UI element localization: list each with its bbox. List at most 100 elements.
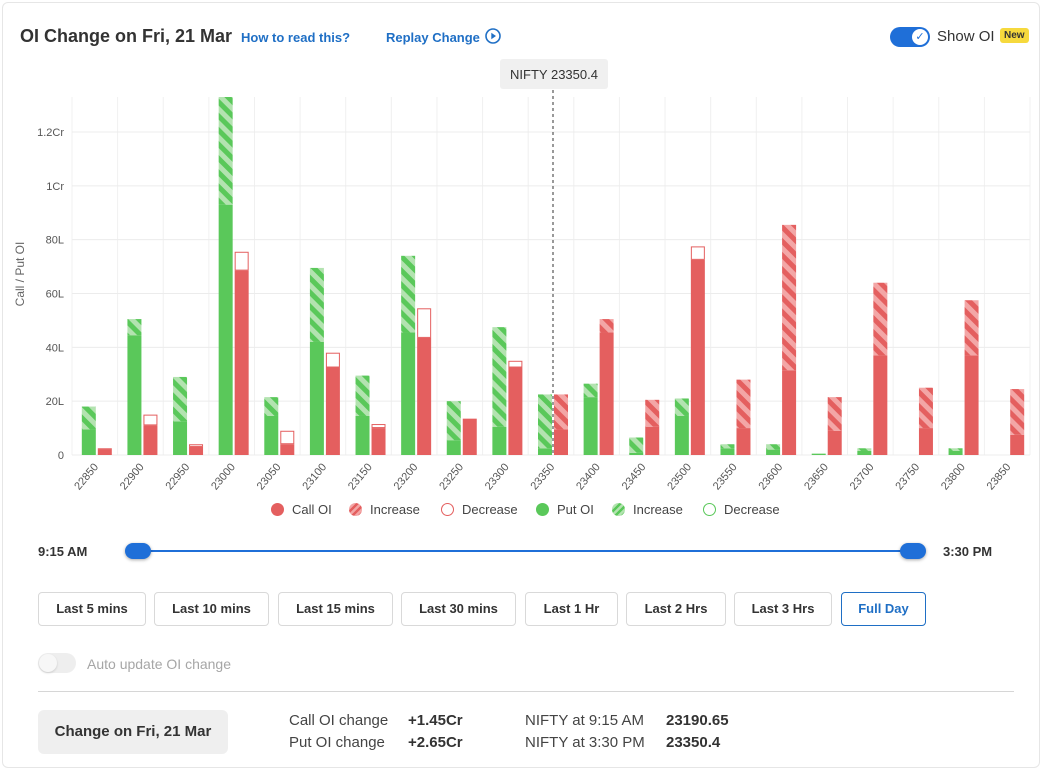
legend-swatch-put-increase — [612, 503, 625, 516]
call-oi-decrease-bar — [325, 352, 340, 368]
range-button-full-day[interactable]: Full Day — [841, 592, 926, 626]
x-tick-label: 22950 — [163, 461, 192, 492]
call-oi-bar — [97, 449, 112, 455]
put-oi-change-label: Put OI change — [289, 734, 385, 751]
y-tick-label: 1Cr — [46, 181, 64, 193]
legend-item-put-decrease: Decrease — [703, 502, 780, 517]
auto-update-label: Auto update OI change — [87, 656, 231, 672]
call-oi-decrease-bar — [97, 448, 112, 450]
x-tick-label: 23200 — [392, 461, 421, 492]
call-oi-bar — [554, 429, 568, 455]
x-tick-label: 23100 — [300, 461, 329, 492]
call-oi-decrease-bar — [234, 251, 249, 271]
call-oi-bar — [234, 270, 249, 455]
put-oi-increase-bar — [948, 448, 963, 451]
call-oi-increase-bar — [918, 387, 933, 429]
change-date-button[interactable]: Change on Fri, 21 Mar — [38, 710, 228, 754]
range-button-last-3-hrs[interactable]: Last 3 Hrs — [734, 592, 832, 626]
range-button-last-5-mins[interactable]: Last 5 mins — [38, 592, 146, 626]
put-oi-increase-bar — [538, 394, 552, 449]
put-oi-increase-bar — [401, 255, 416, 333]
replay-change-link[interactable]: Replay Change — [386, 30, 480, 45]
put-oi-bar — [355, 415, 370, 455]
y-tick-label: 0 — [58, 450, 64, 462]
put-oi-bar — [857, 450, 872, 455]
call-oi-bar — [736, 428, 751, 455]
call-oi-decrease-bar — [143, 414, 158, 426]
x-tick-label: 23800 — [939, 461, 968, 492]
x-tick-label: 23050 — [255, 461, 284, 492]
put-oi-bar — [538, 448, 552, 455]
time-slider-track[interactable] — [138, 550, 913, 552]
put-oi-bar — [948, 450, 963, 455]
legend-label: Put OI — [557, 502, 594, 517]
auto-update-toggle[interactable] — [38, 653, 76, 673]
page-title: OI Change on Fri, 21 Mar — [20, 26, 233, 46]
range-button-last-15-mins[interactable]: Last 15 mins — [278, 592, 393, 626]
put-oi-bar — [127, 335, 142, 455]
oi-change-chart: 0 20L 40L 60L 80L 1Cr 1.2Cr 22850 22900 22950 2300… — [13, 59, 1031, 492]
end-time-label: 3:30 PM — [943, 544, 993, 559]
call-oi-bar — [143, 425, 158, 455]
call-oi-increase-bar — [554, 394, 568, 430]
put-oi-bar — [218, 204, 233, 455]
x-tick-label: 23250 — [437, 461, 466, 492]
legend-swatch-call-oi — [271, 503, 284, 516]
call-oi-bar — [827, 430, 842, 455]
call-oi-bar — [690, 259, 705, 455]
how-to-read-link[interactable]: How to read this? — [241, 30, 351, 45]
x-tick-label: 23650 — [802, 461, 831, 492]
call-oi-bar — [599, 332, 614, 455]
call-oi-decrease-bar — [690, 246, 705, 260]
legend-swatch-call-decrease — [441, 503, 454, 516]
call-oi-increase-bar — [645, 399, 660, 427]
legend-item-call-increase: Increase — [349, 502, 420, 517]
put-oi-bar — [264, 415, 279, 455]
x-tick-label: 23500 — [665, 461, 694, 492]
put-oi-increase-bar — [218, 97, 233, 205]
call-oi-increase-bar — [1010, 389, 1025, 435]
call-oi-bar — [964, 355, 979, 455]
put-oi-bar — [173, 421, 188, 455]
time-slider-end-handle[interactable] — [900, 543, 926, 559]
time-slider-start-handle[interactable] — [125, 543, 151, 559]
call-oi-increase-bar — [827, 397, 842, 431]
new-badge: New — [1000, 28, 1029, 43]
start-time-label: 9:15 AM — [38, 544, 88, 559]
spot-marker-label: NIFTY 23350.4 — [510, 67, 598, 82]
nifty-end-label: NIFTY at 3:30 PM — [525, 734, 645, 751]
y-tick-label: 1.2Cr — [37, 127, 64, 139]
show-oi-toggle[interactable]: ✓ — [890, 27, 930, 47]
call-oi-decrease-bar — [371, 424, 386, 429]
nifty-start-label: NIFTY at 9:15 AM — [525, 712, 644, 729]
call-oi-increase-bar — [782, 224, 797, 371]
legend-item-put-increase: Increase — [612, 502, 683, 517]
put-oi-increase-bar — [446, 401, 461, 441]
call-oi-bar — [280, 444, 295, 455]
y-tick-label: 80L — [46, 235, 64, 247]
y-axis-label: Call / Put OI — [13, 242, 27, 307]
legend-item-put-oi: Put OI — [536, 502, 594, 517]
range-button-last-2-hrs[interactable]: Last 2 Hrs — [626, 592, 726, 626]
legend-item-call-oi: Call OI — [271, 502, 332, 517]
call-oi-bar — [782, 370, 797, 455]
range-button-last-30-mins[interactable]: Last 30 mins — [401, 592, 516, 626]
legend-swatch-put-decrease — [703, 503, 716, 516]
chart-legend: Call OI Increase Decrease Put OI Increase Dec… — [0, 502, 1044, 520]
x-tick-label: 23700 — [848, 461, 877, 492]
call-oi-change-label: Call OI change — [289, 712, 389, 729]
play-circle-icon[interactable] — [485, 28, 501, 44]
range-button-last-10-mins[interactable]: Last 10 mins — [154, 592, 269, 626]
call-oi-increase-bar — [964, 300, 979, 356]
put-oi-bar — [309, 341, 324, 455]
put-oi-increase-bar — [355, 375, 370, 416]
put-oi-bar — [674, 415, 689, 455]
range-button-last-1-hr[interactable]: Last 1 Hr — [525, 592, 618, 626]
call-oi-bar — [189, 446, 204, 455]
call-oi-bar — [508, 367, 523, 455]
put-oi-increase-bar — [766, 444, 781, 450]
put-oi-increase-bar — [583, 383, 598, 398]
call-oi-decrease-bar — [280, 430, 295, 445]
legend-label: Decrease — [462, 502, 518, 517]
legend-swatch-put-oi — [536, 503, 549, 516]
